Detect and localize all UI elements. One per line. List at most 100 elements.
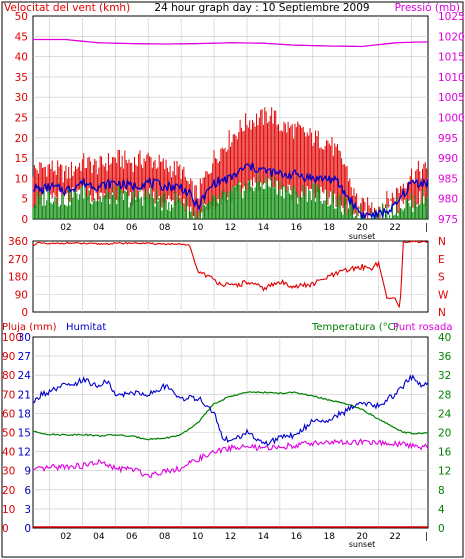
dew-point-label: Punt rosada (393, 322, 452, 333)
humidity-axis-tick: 21 (18, 389, 31, 401)
direction-plot (32, 240, 428, 309)
compass-axis-tick: N (438, 236, 446, 248)
temperature-axis-tick: 40 (438, 332, 451, 344)
temperature-axis-tick: 36 (438, 351, 452, 363)
compass-axis-tick: N (438, 307, 446, 319)
pressure-axis-tick: 1020 (438, 31, 465, 43)
humidity-axis-tick: 30 (18, 332, 31, 344)
compass-axis-tick: W (438, 289, 449, 301)
pressure-axis-tick: 1025 (438, 11, 465, 23)
rain-label: Pluja (mm) (2, 322, 57, 333)
humidity-line (32, 373, 429, 446)
rain-axis-tick: 50 (2, 428, 15, 440)
hour-tick-label: 04 (93, 532, 105, 542)
sunset-label-bottom: sunset (349, 540, 376, 549)
humidity-axis-tick: 0 (24, 523, 31, 535)
hour-tick-label: | (425, 223, 428, 233)
wind-axis-tick: 5 (21, 194, 28, 206)
hour-tick-label: 22 (389, 223, 400, 233)
wind-axis-tick: 20 (15, 133, 28, 145)
wind-axis-tick: 50 (15, 11, 28, 23)
rain-axis-tick: 100 (2, 332, 22, 344)
temperature-axis-tick: 16 (438, 447, 452, 459)
rain-axis-tick: 20 (2, 485, 15, 497)
pressure-axis-tick: 990 (438, 153, 458, 165)
temperature-axis-tick: 8 (438, 485, 445, 497)
hour-tick-label: 04 (93, 223, 105, 233)
rain-axis-tick: 0 (2, 523, 9, 535)
hour-tick-label: 12 (225, 223, 236, 233)
hour-tick-label: 10 (192, 532, 204, 542)
pressure-axis-tick: 1015 (438, 52, 465, 64)
wind-direction-line (32, 240, 428, 309)
humidity-label: Humitat (66, 322, 106, 333)
sunset-label: sunset (349, 232, 376, 241)
pressure-axis-tick: 1010 (438, 72, 465, 84)
hour-tick-label: 16 (291, 532, 303, 542)
pressure-label: Pressió (mb) (395, 2, 460, 14)
hour-tick-label: 14 (258, 532, 270, 542)
rain-axis-tick: 70 (2, 389, 15, 401)
wind-axis-tick: 35 (15, 72, 28, 84)
direction-axis-tick: 0 (21, 307, 28, 319)
humidity-axis-tick: 15 (18, 428, 31, 440)
temperature-axis-tick: 24 (438, 408, 452, 420)
hour-tick-label: 02 (60, 223, 71, 233)
wind-axis-tick: 40 (15, 52, 28, 64)
hour-tick-label: 14 (258, 223, 270, 233)
hour-tick-label: 16 (291, 223, 303, 233)
hour-tick-label: 06 (126, 532, 138, 542)
temperature-axis-tick: 4 (438, 504, 445, 516)
temperature-axis-tick: 12 (438, 466, 451, 478)
wind-axis-tick: 45 (15, 31, 28, 43)
compass-axis-tick: S (438, 272, 445, 284)
wind-axis-tick: 15 (15, 153, 28, 165)
temperature-axis-tick: 20 (438, 428, 451, 440)
hour-tick-label: 08 (159, 223, 171, 233)
chart-title: 24 hour graph day : 10 Septiembre 2009 (154, 2, 369, 14)
temperature-axis-tick: 0 (438, 523, 445, 535)
rain-axis-tick: 30 (2, 466, 15, 478)
direction-axis-tick: 270 (8, 254, 28, 266)
hour-tick-label: 02 (60, 532, 71, 542)
hour-tick-label: 10 (192, 223, 204, 233)
wind-average-line (32, 162, 429, 220)
hour-tick-label: 18 (324, 532, 336, 542)
humidity-axis-tick: 24 (18, 370, 32, 382)
wind-axis-tick: 30 (15, 92, 28, 104)
humidity-axis-tick: 6 (24, 485, 31, 497)
pressure-axis-tick: 980 (438, 194, 458, 206)
wind-speed-label: Velocitat del vent (kmh) (4, 2, 130, 14)
hour-tick-label: 20 (356, 223, 368, 233)
hour-tick-label: 18 (324, 223, 336, 233)
rain-axis-tick: 80 (2, 370, 15, 382)
wind-axis-tick: 0 (21, 214, 28, 226)
rain-axis-tick: 60 (2, 408, 15, 420)
dew-point-line (32, 438, 429, 479)
humidity-axis-tick: 18 (18, 408, 31, 420)
humidity-axis-tick: 9 (24, 466, 31, 478)
temperature-axis-tick: 28 (438, 389, 451, 401)
hour-tick-label: 08 (159, 532, 171, 542)
hour-tick-label: | (425, 532, 428, 542)
temperature-axis-tick: 32 (438, 370, 451, 382)
humidity-axis-tick: 3 (24, 504, 31, 516)
compass-axis-tick: E (438, 254, 445, 266)
pressure-axis-tick: 1005 (438, 92, 465, 104)
pressure-axis-tick: 975 (438, 214, 458, 226)
humidity-temperature-plot (32, 373, 429, 528)
rain-axis-tick: 40 (2, 447, 15, 459)
rain-axis-tick: 10 (2, 504, 15, 516)
pressure-line (33, 38, 428, 48)
wind-pressure-plot (32, 38, 429, 220)
hour-tick-label: 22 (389, 532, 400, 542)
hour-tick-label: 06 (126, 223, 138, 233)
hour-tick-label: 12 (225, 532, 236, 542)
humidity-axis-tick: 12 (18, 447, 31, 459)
humidity-axis-tick: 27 (18, 351, 31, 363)
hour-tick-label: 20 (356, 532, 368, 542)
pressure-axis-tick: 995 (438, 133, 458, 145)
pressure-axis-tick: 1000 (438, 113, 465, 125)
direction-axis-tick: 360 (8, 236, 28, 248)
